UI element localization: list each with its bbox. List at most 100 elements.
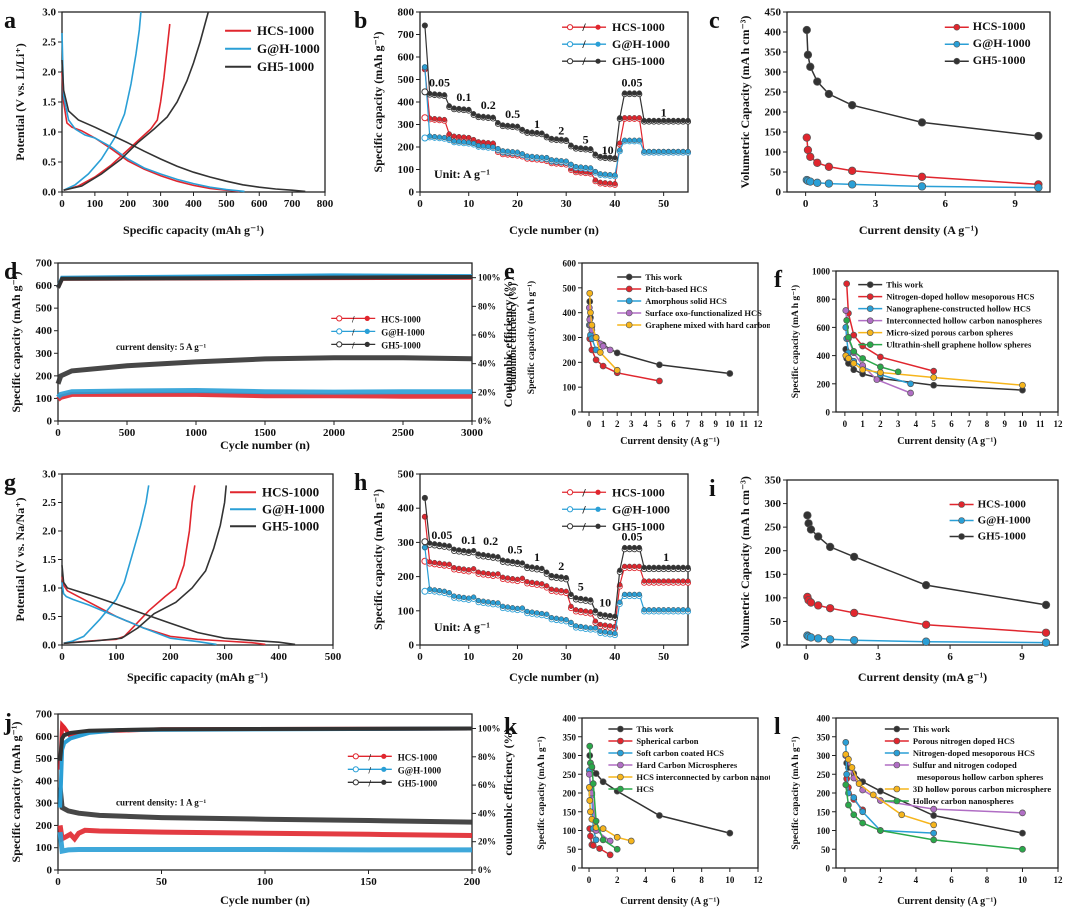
charge-point bbox=[485, 570, 491, 577]
y-tick-label: 400 bbox=[817, 714, 831, 724]
charge-point bbox=[446, 561, 452, 567]
charge-point bbox=[636, 544, 642, 551]
legend-label: Surface oxo-functionalized HCS bbox=[645, 308, 762, 318]
panel-i: i 0 3 6 9 0 50 100 150 200 250 300 350 Current densit… bbox=[705, 462, 1080, 692]
charge-point bbox=[519, 575, 525, 581]
charge-point bbox=[607, 612, 613, 619]
x-tick-label: 500 bbox=[218, 198, 235, 210]
y2-tick-label: 40% bbox=[478, 808, 496, 818]
legend-label: G@H-1000 bbox=[612, 37, 670, 51]
charge-point bbox=[500, 148, 506, 154]
charge-point bbox=[602, 171, 608, 177]
legend-item: HCS interconnected by carbon nanotubes bbox=[608, 772, 789, 782]
y-tick-label: 400 bbox=[36, 325, 53, 337]
charge-point bbox=[670, 578, 677, 584]
charge-point bbox=[597, 171, 603, 177]
data-point bbox=[599, 778, 607, 786]
charge-point bbox=[622, 115, 628, 121]
y-tick-label: 1.5 bbox=[42, 554, 56, 566]
data-point bbox=[586, 742, 594, 750]
legend-label: G@H-1000 bbox=[398, 765, 442, 775]
y-tick-label: 2.5 bbox=[42, 37, 56, 49]
charge-point bbox=[592, 618, 599, 624]
data-point bbox=[898, 811, 906, 819]
y-axis-label: Potential (V vs. Na/Na⁺) bbox=[13, 497, 27, 621]
panel-k: k 0 2 4 6 8 10 12 0 50 100 150 200 250 300 350 400 Curren… bbox=[500, 690, 789, 915]
x-tick-label: 2500 bbox=[392, 427, 415, 439]
charge-point bbox=[573, 144, 579, 151]
legend-label: HCS-1000 bbox=[381, 314, 421, 324]
data-point bbox=[930, 829, 938, 837]
charge-point bbox=[622, 90, 628, 96]
x-tick-label: 10 bbox=[463, 198, 475, 210]
charge-point bbox=[461, 566, 467, 572]
charge-point bbox=[656, 607, 662, 613]
y2-tick-label: 80% bbox=[478, 752, 496, 762]
charge-point bbox=[607, 630, 613, 636]
data-point bbox=[806, 62, 815, 71]
charge-point bbox=[553, 587, 560, 593]
x-tick-label: 8 bbox=[699, 875, 704, 885]
charge-point bbox=[500, 603, 506, 610]
panel-e: e 0 1 2 3 4 5 6 7 8 9 10 11 12 0 100 200 300 400 500 600 Curr… bbox=[500, 255, 772, 455]
legend-label: Porous nitrogen doped HCS bbox=[913, 736, 1015, 746]
legend-item: HCS-1000 bbox=[230, 484, 319, 499]
legend-label: GH5-1000 bbox=[262, 518, 319, 533]
charge-point bbox=[665, 148, 672, 155]
charge-point bbox=[680, 148, 686, 155]
charge-point bbox=[622, 544, 628, 551]
charge-point bbox=[587, 597, 594, 603]
charge-point bbox=[665, 564, 672, 571]
charge-point bbox=[519, 126, 525, 133]
rate-label: 2 bbox=[558, 124, 564, 138]
x-tick-label: 2000 bbox=[323, 427, 346, 439]
charge-point bbox=[451, 546, 457, 552]
y-tick-label: 100 bbox=[563, 383, 577, 393]
rate-label: 1 bbox=[663, 550, 669, 564]
charge-point bbox=[651, 607, 657, 613]
legend-label: G@H-1000 bbox=[262, 501, 325, 516]
data-point bbox=[845, 333, 852, 341]
data-point bbox=[855, 780, 863, 787]
y-tick-label: 300 bbox=[765, 498, 782, 510]
charge-point bbox=[514, 559, 521, 565]
current-density-note: current density: 1 A g⁻¹ bbox=[116, 797, 207, 807]
charge-point bbox=[558, 158, 564, 164]
y-tick-label: 0 bbox=[572, 864, 577, 874]
charge-point bbox=[568, 591, 574, 598]
x-tick-label: 150 bbox=[360, 876, 377, 888]
charge-point bbox=[524, 579, 530, 585]
charge-point bbox=[563, 137, 569, 143]
y-tick-label: 0 bbox=[776, 187, 782, 199]
x-tick-label: 12 bbox=[754, 875, 764, 885]
charge-point bbox=[573, 595, 579, 601]
panel-letter: a bbox=[4, 8, 16, 34]
x-tick-label: 10 bbox=[1018, 875, 1028, 885]
legend-label: HCS-1000 bbox=[257, 23, 314, 38]
y-tick-label: 800 bbox=[817, 295, 831, 305]
y-tick-label: 500 bbox=[563, 283, 577, 293]
legend-item: HCS-1000 bbox=[944, 19, 1025, 33]
charge-point bbox=[656, 148, 662, 155]
data-point bbox=[930, 805, 938, 813]
charge-point bbox=[553, 573, 560, 579]
data-point bbox=[917, 172, 927, 181]
legend-item: Soft carbon coated HCS bbox=[608, 748, 724, 758]
x-axis-label: Current density (mA g⁻¹) bbox=[858, 670, 987, 684]
charge-point bbox=[466, 548, 472, 554]
charge-point bbox=[422, 495, 428, 501]
data-point bbox=[917, 118, 927, 127]
data-point bbox=[1041, 628, 1051, 637]
data-point bbox=[613, 833, 621, 841]
charge-point bbox=[548, 586, 555, 592]
charge-point bbox=[583, 164, 589, 171]
charge-point bbox=[636, 137, 642, 143]
legend-label: Interconnected hollow carbon nanospheres bbox=[886, 316, 1042, 326]
rate-label: 0.1 bbox=[461, 533, 476, 547]
y-tick-label: 0 bbox=[409, 187, 415, 199]
panel-a: a 0 100 200 300 400 500 600 700 800 0.0 0.5 1.0 1.5 2.… bbox=[0, 0, 345, 245]
charge-point bbox=[456, 138, 462, 145]
data-point bbox=[1034, 131, 1043, 141]
legend-item: Sulfur and nitrogen codoped mesoporous ho… bbox=[884, 760, 1044, 782]
